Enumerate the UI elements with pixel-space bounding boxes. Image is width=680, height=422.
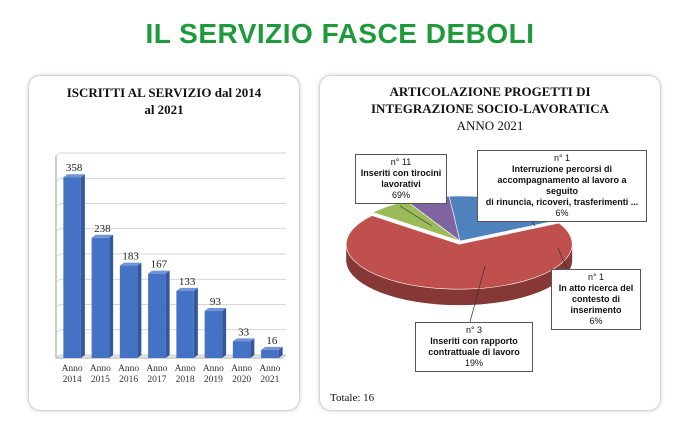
bar-value-label: 167 — [151, 259, 168, 271]
bar-chart-title: ISCRITTI AL SERVIZIO dal 2014 al 2021 — [29, 84, 299, 118]
category-label: 2014 — [63, 375, 82, 385]
category-label: 2017 — [147, 375, 166, 385]
pie-callout-interruzione: n° 1 Interruzione percorsi di accompagna… — [477, 150, 647, 222]
pie-callout-ricerca: n° 1 In atto ricerca del contesto di ins… — [551, 269, 641, 330]
bar — [91, 237, 110, 358]
category-label: Anno — [118, 364, 139, 374]
bar-top — [176, 287, 198, 291]
pie-total: Totale: 16 — [330, 392, 374, 404]
pie-callout-contratto: n° 3 Inseriti con rapporto contrattuale … — [415, 322, 533, 372]
bar-side — [137, 262, 142, 358]
bar-side — [109, 234, 114, 358]
bar — [176, 290, 194, 358]
bar-value-label: 238 — [94, 223, 111, 235]
callout-label-line: di rinuncia, ricoveri, trasferimenti ... — [485, 197, 639, 207]
bar — [148, 273, 166, 358]
callout-label-line: lavorativi — [381, 179, 421, 189]
bar-chart-plot: 358Anno2014238Anno2015183Anno2016167Anno… — [55, 152, 287, 385]
bar-side — [222, 308, 227, 358]
callout-count: n° 1 — [587, 272, 605, 282]
category-label: Anno — [203, 364, 224, 374]
category-label: Anno — [62, 364, 83, 374]
bar — [204, 311, 223, 358]
pie-leader-line — [469, 265, 486, 323]
callout-label-line: Interruzione percorsi di — [511, 164, 613, 174]
gridline-tick — [55, 278, 61, 283]
pie-chart-plot — [345, 195, 573, 323]
callout-label-line: Inseriti con rapporto — [430, 336, 518, 346]
bar-value-label: 183 — [122, 251, 139, 263]
callout-percent: 6% — [555, 208, 569, 218]
bar-side — [278, 346, 283, 358]
bar-chart-panel: ISCRITTI AL SERVIZIO dal 2014 al 2021 35… — [28, 75, 300, 411]
gridline-tick — [55, 152, 61, 157]
category-label: Anno — [90, 364, 111, 374]
gridline-tick — [55, 177, 61, 182]
bar-top — [232, 338, 255, 342]
callout-percent: 69% — [391, 190, 410, 200]
bar-top — [148, 270, 170, 274]
pie-leader-line — [399, 205, 433, 227]
callout-label-line: contesto di — [571, 294, 620, 304]
category-label: Anno — [259, 364, 280, 374]
bar — [63, 177, 81, 358]
category-label: 2015 — [91, 375, 110, 385]
category-label: Anno — [231, 364, 252, 374]
bar — [261, 349, 279, 358]
bar-value-label: 16 — [266, 335, 278, 347]
callout-label-line: contrattuale di lavoro — [428, 347, 520, 357]
category-label: 2019 — [204, 375, 223, 385]
bar-side — [165, 270, 170, 358]
callout-count: n° 11 — [390, 157, 412, 167]
callout-label-line: accompagnamento al lavoro a seguito — [497, 175, 627, 196]
bar-top — [204, 308, 227, 312]
callout-percent: 6% — [589, 316, 603, 326]
bar-value-label: 93 — [210, 296, 222, 308]
gridline-tick — [55, 304, 61, 308]
pie-chart-title-line2: INTEGRAZIONE SOCIO-LAVORATICA — [371, 101, 609, 116]
bar-chart-title-line1: ISCRITTI AL SERVIZIO dal 2014 — [66, 85, 262, 100]
pie-slice — [345, 215, 573, 290]
pie-total-value: 16 — [363, 392, 375, 404]
gridline-tick — [55, 203, 61, 207]
bar-top — [91, 234, 114, 238]
bar — [232, 341, 251, 358]
bar-chart-title-line2: al 2021 — [144, 102, 184, 117]
category-label: 2016 — [119, 375, 138, 385]
pie-chart-subtitle: ANNO 2021 — [456, 118, 524, 133]
pie-total-label: Totale: — [330, 392, 361, 404]
pie-chart-panel: ARTICOLAZIONE PROGETTI DI INTEGRAZIONE S… — [319, 75, 661, 411]
bar-top — [261, 346, 283, 350]
gridline-tick — [55, 329, 61, 334]
category-label: 2020 — [232, 375, 251, 385]
pie-chart-title: ARTICOLAZIONE PROGETTI DI INTEGRAZIONE S… — [320, 83, 660, 134]
callout-count: n° 3 — [465, 325, 483, 335]
bar-value-label: 33 — [238, 326, 250, 338]
category-label: 2021 — [260, 375, 279, 385]
category-label: 2018 — [176, 375, 195, 385]
gridline-tick — [55, 253, 61, 258]
bar-side — [80, 174, 85, 358]
bar-top — [63, 174, 85, 178]
bar-top — [119, 262, 142, 266]
callout-count: n° 1 — [553, 153, 571, 163]
pie-chart-title-line1: ARTICOLAZIONE PROGETTI DI — [389, 84, 591, 99]
bar — [119, 265, 138, 358]
gridline-tick — [55, 228, 61, 233]
callout-label-line: inserimento — [570, 305, 622, 315]
callout-label-line: In atto ricerca del — [558, 283, 634, 293]
category-label: Anno — [175, 364, 196, 374]
bar-side — [250, 338, 255, 358]
bar-side — [193, 287, 198, 358]
bar-value-label: 133 — [179, 276, 196, 288]
page-title: IL SERVIZIO FASCE DEBOLI — [145, 18, 535, 49]
bar-value-label: 358 — [66, 162, 83, 174]
pie-slice-side — [346, 244, 573, 306]
callout-percent: 19% — [464, 358, 483, 368]
callout-label-line: Inseriti con tirocini — [360, 168, 442, 178]
category-label: Anno — [146, 364, 167, 374]
pie-callout-tirocini: n° 11 Inseriti con tirocini lavorativi 6… — [355, 154, 447, 204]
